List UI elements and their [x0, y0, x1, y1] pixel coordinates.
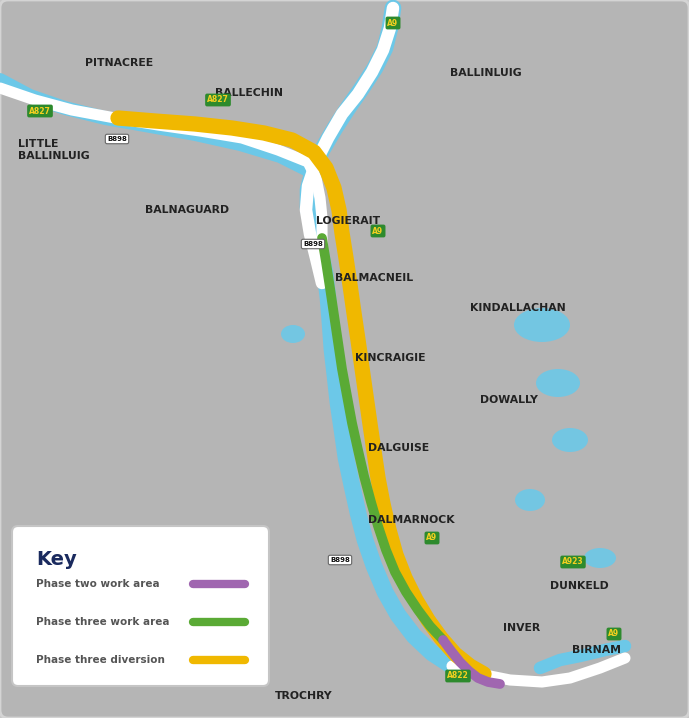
- Text: PITNACREE: PITNACREE: [85, 58, 153, 68]
- Text: LITTLE
BALLINLUIG: LITTLE BALLINLUIG: [18, 139, 90, 161]
- Ellipse shape: [514, 308, 570, 342]
- Text: A9: A9: [373, 226, 384, 236]
- Text: DUNKELD: DUNKELD: [550, 581, 609, 591]
- Text: B898: B898: [107, 136, 127, 142]
- Text: DOWALLY: DOWALLY: [480, 395, 538, 405]
- Text: B898: B898: [330, 557, 350, 563]
- Text: A9: A9: [426, 533, 438, 543]
- Text: DALMARNOCK: DALMARNOCK: [368, 515, 455, 525]
- Text: TROCHRY: TROCHRY: [275, 691, 333, 701]
- Text: A9: A9: [387, 19, 398, 27]
- Text: Phase three diversion: Phase three diversion: [36, 655, 165, 665]
- FancyBboxPatch shape: [12, 526, 269, 686]
- Text: Key: Key: [36, 550, 76, 569]
- Text: KINDALLACHAN: KINDALLACHAN: [470, 303, 566, 313]
- Text: LOGIERAIT: LOGIERAIT: [316, 216, 380, 226]
- Text: A827: A827: [207, 95, 229, 105]
- Text: A923: A923: [562, 557, 584, 567]
- Text: BIRNAM: BIRNAM: [572, 645, 621, 655]
- Ellipse shape: [281, 325, 305, 343]
- Text: A822: A822: [447, 671, 469, 681]
- Text: BALLECHIN: BALLECHIN: [215, 88, 283, 98]
- Text: BALNAGUARD: BALNAGUARD: [145, 205, 229, 215]
- Text: DALGUISE: DALGUISE: [368, 443, 429, 453]
- Text: A9: A9: [608, 630, 619, 638]
- Ellipse shape: [515, 489, 545, 511]
- Text: Phase two work area: Phase two work area: [36, 579, 160, 589]
- Ellipse shape: [536, 369, 580, 397]
- Text: BALLINLUIG: BALLINLUIG: [450, 68, 522, 78]
- Text: BALMACNEIL: BALMACNEIL: [335, 273, 413, 283]
- Text: INVER: INVER: [503, 623, 540, 633]
- Text: Phase three work area: Phase three work area: [36, 617, 169, 627]
- Text: A827: A827: [29, 106, 51, 116]
- Text: B898: B898: [303, 241, 323, 247]
- Text: KINCRAIGIE: KINCRAIGIE: [355, 353, 426, 363]
- Ellipse shape: [552, 428, 588, 452]
- Ellipse shape: [584, 548, 616, 568]
